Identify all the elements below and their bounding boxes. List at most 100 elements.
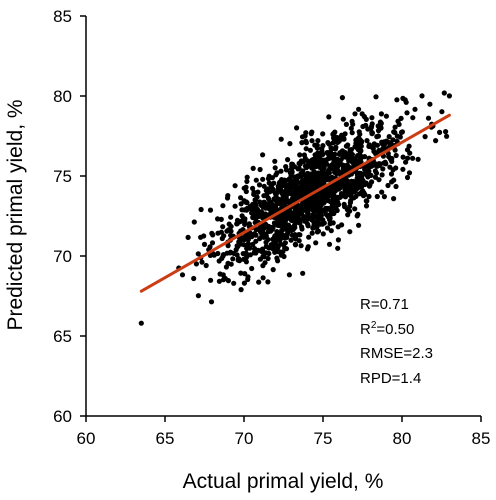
data-point xyxy=(220,277,227,283)
data-point xyxy=(256,182,263,188)
data-point xyxy=(242,221,248,227)
data-point xyxy=(388,156,394,162)
data-point xyxy=(223,264,229,270)
data-point xyxy=(208,277,214,283)
data-point xyxy=(369,115,375,121)
data-point xyxy=(326,215,333,221)
data-point xyxy=(216,278,222,284)
data-point xyxy=(339,95,345,101)
data-point xyxy=(307,147,313,153)
data-point xyxy=(348,125,354,131)
data-point xyxy=(319,148,325,154)
data-point xyxy=(203,262,209,269)
data-point xyxy=(344,207,350,213)
stat-r2: R2=0.50 xyxy=(360,320,414,338)
data-point xyxy=(232,203,238,209)
data-point xyxy=(392,124,398,130)
data-point xyxy=(225,243,231,249)
data-point xyxy=(356,106,362,112)
data-point xyxy=(315,150,321,156)
data-point xyxy=(296,205,302,211)
data-point xyxy=(288,237,294,243)
data-point xyxy=(342,176,348,182)
data-point xyxy=(441,90,447,96)
data-point xyxy=(357,184,363,190)
data-point xyxy=(238,195,244,201)
data-point xyxy=(385,139,391,145)
data-point xyxy=(371,141,377,147)
data-point xyxy=(230,256,236,262)
statistics-annotation: R=0.71 R2=0.50 RMSE=2.3 RPD=1.4 xyxy=(360,296,433,387)
data-point xyxy=(358,143,364,149)
data-point xyxy=(396,121,402,127)
data-point xyxy=(372,168,378,174)
data-point xyxy=(391,129,397,135)
data-point xyxy=(356,173,362,179)
data-point xyxy=(330,162,336,168)
data-point xyxy=(375,128,382,134)
data-point xyxy=(278,168,284,174)
data-point xyxy=(251,189,257,195)
data-point xyxy=(364,138,370,144)
data-point xyxy=(320,231,326,237)
x-tick-label: 65 xyxy=(156,429,175,448)
data-point xyxy=(338,191,345,197)
data-point xyxy=(377,119,383,125)
data-point xyxy=(273,232,279,238)
data-point xyxy=(381,194,387,200)
data-point xyxy=(311,199,317,205)
data-point xyxy=(298,243,304,249)
data-point xyxy=(425,115,432,121)
data-point xyxy=(224,195,231,201)
data-point xyxy=(216,258,222,264)
data-point xyxy=(388,171,395,177)
data-point xyxy=(261,234,267,240)
data-point xyxy=(332,169,338,175)
data-point xyxy=(354,213,360,219)
data-point xyxy=(228,261,234,267)
data-point xyxy=(303,138,309,144)
data-point xyxy=(410,155,416,161)
data-point xyxy=(366,142,372,148)
data-point xyxy=(311,169,317,175)
data-point xyxy=(347,229,353,235)
data-point xyxy=(261,183,267,189)
data-point xyxy=(302,155,308,161)
data-point xyxy=(191,275,197,282)
data-point xyxy=(292,164,298,170)
data-point xyxy=(327,149,333,155)
data-point xyxy=(228,232,234,238)
data-point xyxy=(238,270,244,276)
data-point xyxy=(419,93,425,99)
data-point xyxy=(274,200,280,206)
data-point xyxy=(326,141,332,147)
data-point xyxy=(391,177,397,183)
stat-r2-sup: 2 xyxy=(371,320,377,331)
data-point xyxy=(282,245,288,251)
data-point xyxy=(254,206,261,213)
data-point xyxy=(243,259,249,265)
data-point xyxy=(267,199,273,205)
data-point xyxy=(394,97,400,103)
data-point xyxy=(290,195,296,201)
data-point xyxy=(309,138,315,144)
data-point xyxy=(303,146,309,152)
data-point xyxy=(277,183,284,189)
data-point xyxy=(363,198,369,204)
data-point xyxy=(278,217,285,224)
data-point xyxy=(326,114,332,120)
data-point xyxy=(305,207,312,213)
data-point xyxy=(238,287,244,293)
data-point xyxy=(228,214,234,220)
x-axis-title: Actual primal yield, % xyxy=(183,470,384,493)
data-point xyxy=(353,193,359,199)
data-point xyxy=(250,241,256,247)
data-point xyxy=(352,206,358,212)
data-point xyxy=(330,220,336,226)
y-axis-title: Predicted primal yield, % xyxy=(4,99,27,330)
data-point xyxy=(208,299,215,305)
data-point xyxy=(297,232,303,238)
data-point xyxy=(283,164,289,170)
data-point xyxy=(260,275,266,281)
stat-r2-value: =0.50 xyxy=(376,321,414,338)
